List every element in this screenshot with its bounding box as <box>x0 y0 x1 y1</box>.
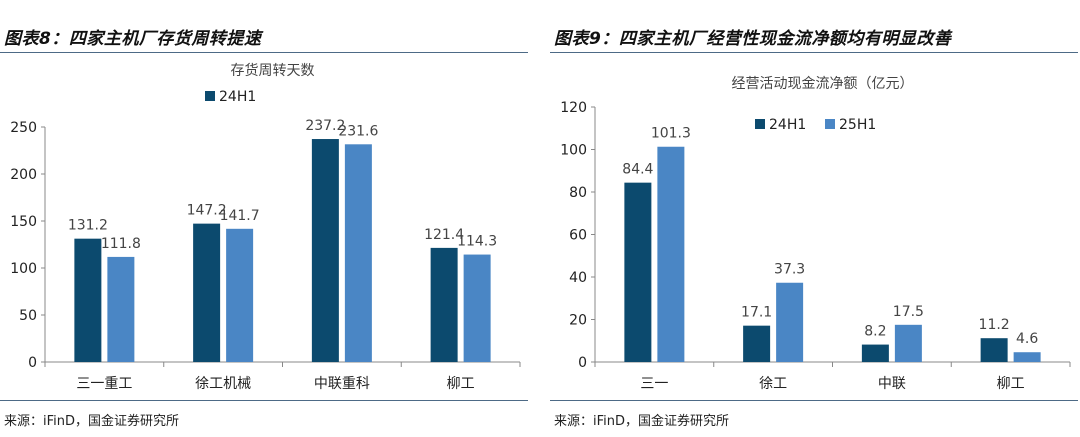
y-tick-label: 40 <box>569 270 587 286</box>
bar <box>344 144 372 362</box>
data-label: 237.2 <box>305 118 345 134</box>
bar <box>463 254 491 362</box>
legend-swatch-24h1 <box>205 91 215 101</box>
y-tick-label: 0 <box>578 355 587 371</box>
source-divider <box>550 400 1078 401</box>
data-label: 11.2 <box>979 317 1010 333</box>
legend-swatch-25h1 <box>825 119 835 129</box>
bar <box>861 344 889 362</box>
legend-swatch-24h1 <box>755 119 765 129</box>
bar <box>894 324 922 362</box>
bar <box>743 325 771 362</box>
y-tick-label: 150 <box>10 214 37 230</box>
operating-cashflow-chart: 经营活动现金流净额（亿元） 24H1 25H1 0 20 40 60 80 100 120 84.4… <box>560 76 1071 392</box>
bar <box>226 228 254 362</box>
title-divider <box>0 52 528 53</box>
data-label: 121.4 <box>424 227 464 243</box>
data-label: 231.6 <box>338 123 378 139</box>
x-tick-label: 柳工 <box>447 375 475 392</box>
y-tick-label: 80 <box>569 185 587 201</box>
figure-title: 图表8：四家主机厂存货周转提速 <box>4 29 262 49</box>
chart-title: 经营活动现金流净额（亿元） <box>732 76 914 92</box>
data-label: 17.5 <box>893 304 924 320</box>
bar <box>311 139 339 362</box>
x-tick-label: 徐工机械 <box>195 376 251 392</box>
data-label: 4.6 <box>1016 331 1038 347</box>
bar <box>107 256 135 362</box>
bar <box>193 223 221 362</box>
bar <box>980 338 1008 362</box>
x-tick-label: 三一 <box>640 376 668 392</box>
y-tick-label: 100 <box>10 261 37 277</box>
bar <box>657 146 685 362</box>
y-tick-label: 120 <box>560 100 587 116</box>
data-label: 84.4 <box>622 162 653 178</box>
bar <box>1013 352 1041 362</box>
inventory-turnover-chart: 存货周转天数 24H1 0 50 100 150 200 250 131.2 111.8 三一重工 1… <box>10 62 521 392</box>
data-label: 101.3 <box>651 126 691 142</box>
bar <box>776 282 804 362</box>
source-note: 来源：iFinD，国金证券研究所 <box>554 414 730 429</box>
x-tick-label: 三一重工 <box>76 376 132 392</box>
data-label: 8.2 <box>864 324 886 340</box>
figure-title: 图表9：四家主机厂经营性现金流净额均有明显改善 <box>554 29 952 49</box>
bar <box>74 238 102 362</box>
y-tick-label: 100 <box>560 143 587 159</box>
data-label: 37.3 <box>774 262 805 278</box>
y-tick-label: 20 <box>569 313 587 329</box>
chart-title: 存货周转天数 <box>231 62 315 79</box>
bar <box>430 247 458 362</box>
legend-label-25h1: 25H1 <box>839 117 876 133</box>
data-label: 111.8 <box>101 236 141 252</box>
legend-label-24h1: 24H1 <box>769 117 806 133</box>
y-tick-label: 200 <box>10 167 37 183</box>
x-tick-label: 中联 <box>878 376 906 392</box>
source-note: 来源：iFinD，国金证券研究所 <box>4 414 180 429</box>
bar <box>624 182 652 362</box>
x-tick-label: 柳工 <box>997 375 1025 392</box>
source-divider <box>0 400 528 401</box>
legend-label-24h1: 24H1 <box>219 89 256 105</box>
title-divider <box>550 52 1078 53</box>
chart-panel-cashflow: 图表9：四家主机厂经营性现金流净额均有明显改善 经营活动现金流净额（亿元） 24H… <box>550 0 1080 437</box>
data-label: 131.2 <box>68 218 108 234</box>
chart-panel-inventory: 图表8：四家主机厂存货周转提速 存货周转天数 24H1 0 50 100 150 200 25… <box>0 0 530 437</box>
x-tick-label: 徐工 <box>759 376 787 392</box>
y-tick-label: 250 <box>10 120 37 136</box>
x-tick-label: 中联重科 <box>314 376 370 392</box>
data-label: 147.2 <box>187 203 227 219</box>
data-label: 114.3 <box>457 234 497 250</box>
data-label: 17.1 <box>741 305 772 321</box>
y-tick-label: 60 <box>569 228 587 244</box>
y-tick-label: 50 <box>19 308 37 324</box>
data-label: 141.7 <box>220 208 260 224</box>
y-tick-label: 0 <box>28 355 37 371</box>
